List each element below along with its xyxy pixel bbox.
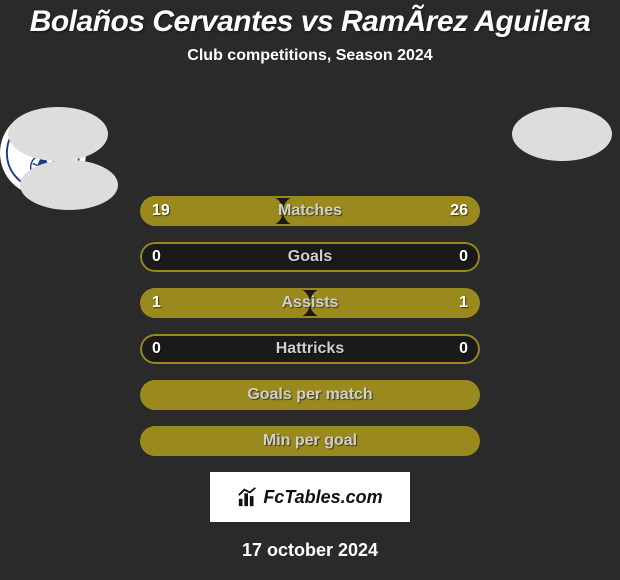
fctables-label: FcTables.com	[263, 487, 382, 508]
stat-label: Assists	[140, 294, 480, 312]
stat-value-right: 26	[450, 202, 468, 220]
stat-row: Assists1 1	[140, 288, 480, 318]
stat-value-left: 1	[152, 294, 161, 312]
player-left-badge-1	[8, 107, 108, 161]
stat-label: Goals per match	[140, 386, 480, 404]
stat-value-left: 19	[152, 202, 170, 220]
fctables-chart-icon	[237, 486, 259, 508]
stat-value-left: 0	[152, 340, 161, 358]
page-title: Bolaños Cervantes vs RamÃ­rez Aguilera	[0, 5, 620, 39]
stat-label: Goals	[140, 248, 480, 266]
stat-label: Min per goal	[140, 432, 480, 450]
stats-area: B.S.C Matches1926Goals00Assists11Hattric…	[0, 110, 620, 456]
stat-value-left: 0	[152, 248, 161, 266]
stat-row: Matches19 26	[140, 196, 480, 226]
stat-rows: Matches1926Goals00Assists11Hattricks00Go…	[140, 196, 480, 456]
player-left-badge-2	[20, 160, 118, 210]
stat-row: Hattricks0 0	[140, 334, 480, 364]
fctables-banner[interactable]: FcTables.com	[210, 472, 410, 522]
stat-row: Goals per match	[140, 380, 480, 410]
stat-value-right: 1	[459, 294, 468, 312]
stat-row: Min per goal	[140, 426, 480, 456]
stat-value-right: 0	[459, 340, 468, 358]
comparison-card: Bolaños Cervantes vs RamÃ­rez Aguilera C…	[0, 0, 620, 561]
stat-value-right: 0	[459, 248, 468, 266]
date-label: 17 october 2024	[0, 540, 620, 561]
player-right-badge-1	[512, 107, 612, 161]
stat-row: Goals0 0	[140, 242, 480, 272]
stat-label: Hattricks	[140, 340, 480, 358]
page-subtitle: Club competitions, Season 2024	[0, 47, 620, 65]
stat-label: Matches	[140, 202, 480, 220]
